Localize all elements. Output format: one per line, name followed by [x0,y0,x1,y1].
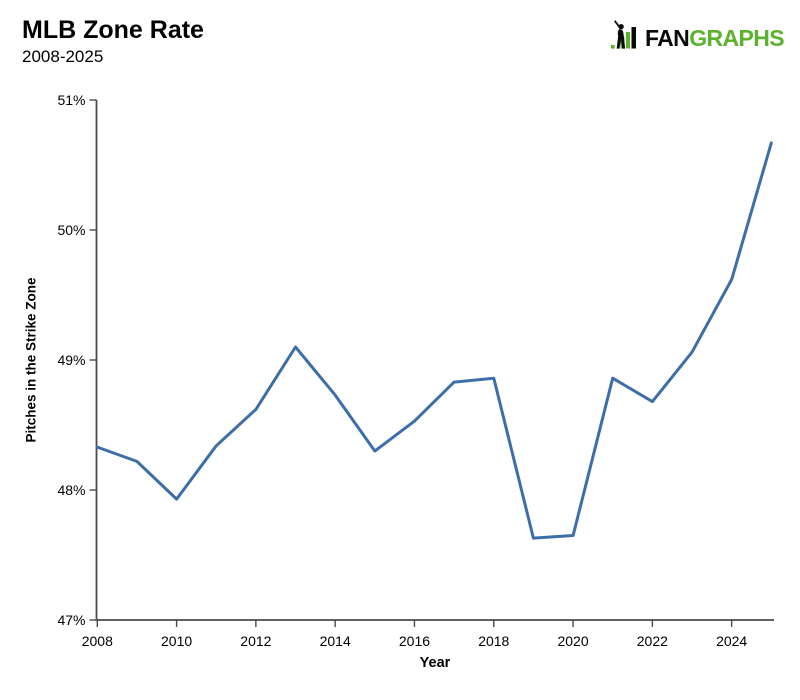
batter-silhouette-icon [613,20,626,49]
page-title: MLB Zone Rate [22,16,204,44]
x-tick-label: 2008 [82,633,113,649]
logo-bar-tall [631,27,636,49]
x-tick-label: 2024 [716,633,747,649]
logo-bar-medium [625,32,630,49]
x-tick-label: 2016 [399,633,430,649]
chart-header: MLB Zone Rate 2008-2025 FANGRAPHS [22,16,785,67]
y-tick-label: 48% [57,482,85,498]
logo-dot [610,45,615,49]
axes [95,100,774,621]
x-tick-label: 2014 [320,633,351,649]
y-tick-label: 51% [57,92,85,108]
y-tick-label: 47% [57,612,85,628]
y-tick-label: 49% [57,352,85,368]
fangraphs-logo-icon [610,20,636,49]
y-tick-label: 50% [57,222,85,238]
fangraphs-logo: FANGRAPHS [610,20,785,51]
x-tick-label: 2022 [637,633,668,649]
logo-text-graphs: GRAPHS [689,25,784,51]
x-tick-label: 2018 [478,633,509,649]
logo-wordmark: FANGRAPHS [644,25,785,51]
logo-text-fan: FAN [644,25,690,51]
x-axis-title: Year [419,655,451,671]
zone-rate-line [95,141,773,540]
x-tick-label: 2012 [240,633,271,649]
title-block: MLB Zone Rate 2008-2025 [22,16,204,67]
page-subtitle: 2008-2025 [22,46,104,66]
x-tick-label: 2010 [161,633,192,649]
x-tick-label: 2020 [557,633,588,649]
